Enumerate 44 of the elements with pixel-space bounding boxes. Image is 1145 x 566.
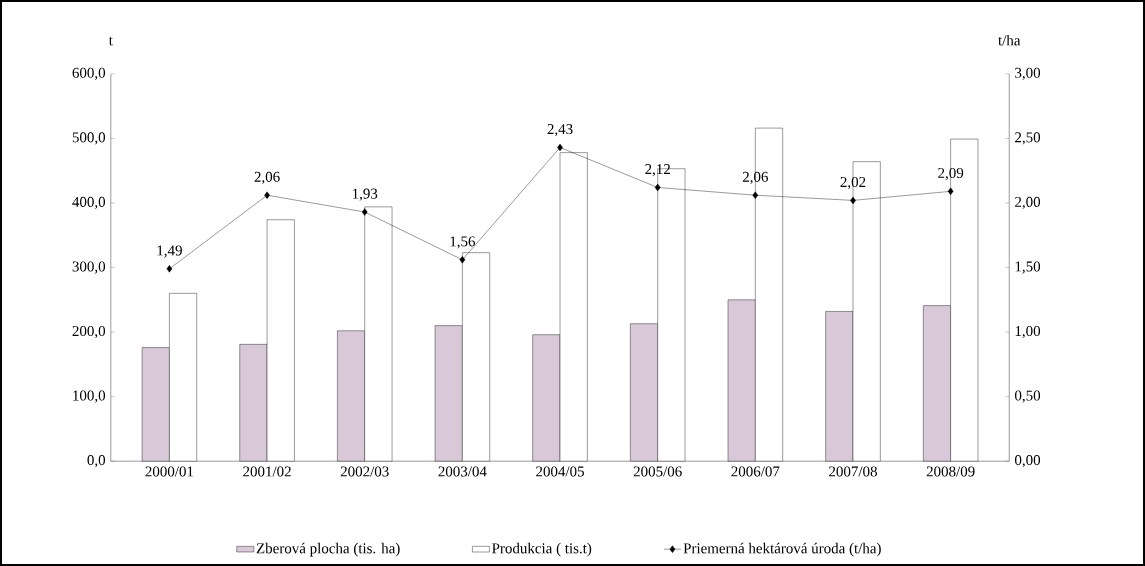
y2-tick-label: 0,50 — [1015, 390, 1041, 403]
point — [947, 187, 954, 196]
y-tick-label: 300,0 — [72, 261, 106, 274]
y2-tick-label: 0,00 — [1015, 455, 1041, 468]
y-axis-title: t — [108, 36, 113, 46]
x-tick-label: 2004/05 — [536, 466, 584, 477]
point — [459, 256, 466, 264]
x-tick-label: 2002/03 — [340, 466, 389, 477]
y-tick-label: 600,0 — [72, 67, 106, 80]
data-label: 2,06 — [742, 171, 768, 185]
data-label: 2,12 — [645, 164, 670, 177]
x-tick-label: 2007/08 — [829, 466, 877, 477]
data-label: 1,56 — [450, 236, 476, 249]
legend-label: Produkcia ( tis.t) — [492, 542, 592, 557]
x-tick-label: 2006/07 — [731, 466, 780, 477]
y2-tick-label: 2,00 — [1015, 196, 1041, 210]
x-tick-label: 2005/06 — [633, 466, 682, 477]
y2-tick-label: 1,50 — [1015, 261, 1041, 274]
data-label: 2,09 — [938, 167, 964, 181]
point — [654, 183, 661, 192]
x-tick-label: 2000/01 — [145, 466, 194, 477]
data-label: 1,49 — [157, 245, 182, 258]
legend-label: Zberová plocha (tis. ha) — [256, 542, 400, 557]
y2-axis-title: t/ha — [998, 34, 1021, 46]
y-tick-label: 200,0 — [72, 325, 106, 339]
x-tick-label: 2003/04 — [438, 466, 487, 477]
data-label: 2,06 — [254, 171, 280, 185]
y2-tick-label: 2,50 — [1015, 132, 1041, 145]
y-tick-label: 400,0 — [72, 196, 106, 210]
y-tick-label: 500,0 — [72, 132, 106, 145]
point — [361, 208, 368, 216]
y2-tick-label: 1,00 — [1015, 325, 1041, 339]
point — [166, 265, 173, 273]
data-label: 2,02 — [840, 176, 866, 190]
point — [752, 191, 759, 199]
y-tick-label: 0,0 — [87, 455, 106, 468]
x-tick-label: 2001/02 — [243, 466, 291, 477]
x-tick-label: 2008/09 — [926, 466, 975, 477]
data-label: 2,43 — [547, 124, 573, 137]
point — [264, 191, 270, 199]
legend-label: Priemerná hektárová úroda (t/ha) — [683, 542, 881, 557]
data-label: 1,93 — [352, 188, 378, 201]
y-tick-label: 100,0 — [73, 390, 106, 403]
y2-tick-label: 3,00 — [1015, 67, 1041, 80]
